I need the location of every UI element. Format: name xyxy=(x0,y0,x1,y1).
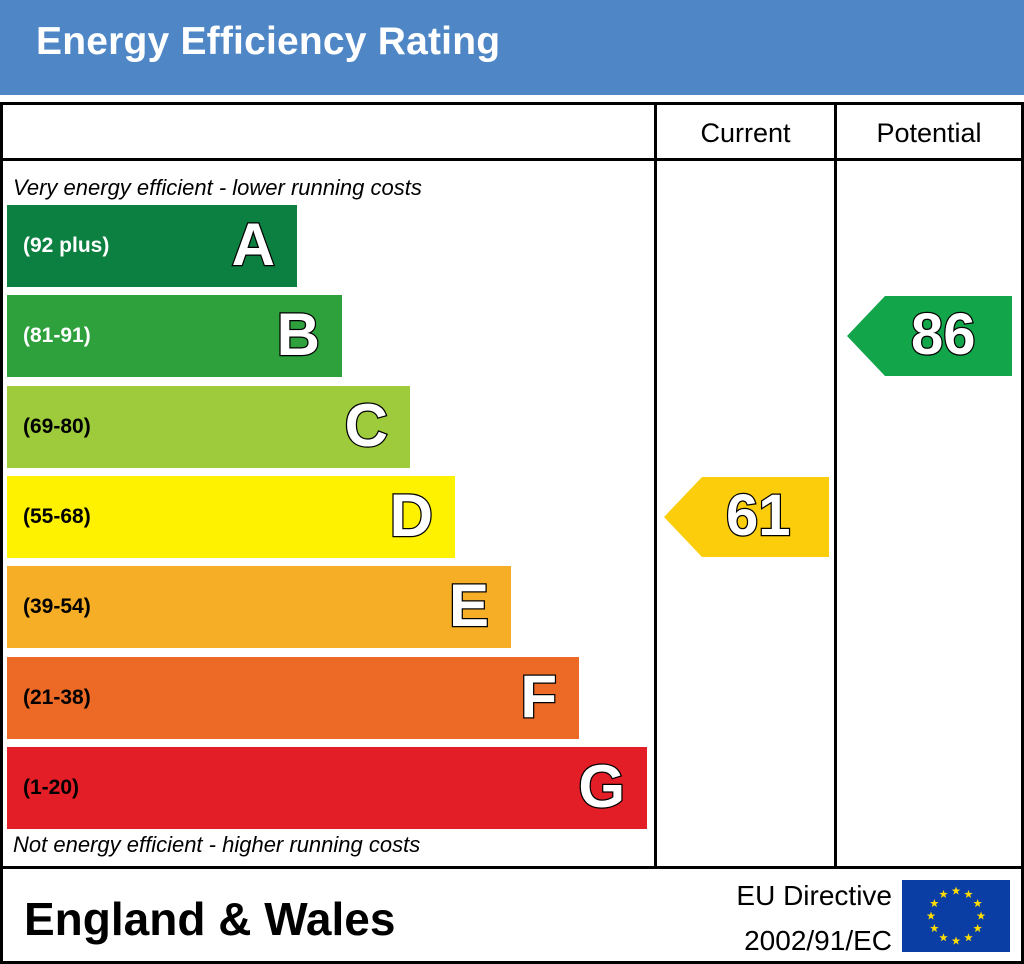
caption-efficient: Very energy efficient - lower running co… xyxy=(13,175,422,200)
flag-star xyxy=(939,889,948,898)
column-header-potential: Potential xyxy=(876,118,982,148)
flag-star xyxy=(930,899,939,908)
header-row-divider xyxy=(0,158,1024,161)
flag-star xyxy=(951,936,961,945)
flag-star xyxy=(964,889,973,898)
flag-star xyxy=(964,933,973,942)
band-letter: E xyxy=(448,571,491,639)
band-f: (21-38) F xyxy=(7,656,579,739)
arrow-potential: 86 xyxy=(847,296,1012,377)
band-range-label: (92 plus) xyxy=(23,234,110,257)
title-bar: Energy Efficiency Rating xyxy=(0,0,1024,95)
band-a: (92 plus) A xyxy=(7,205,297,287)
directive-line1: EU Directive xyxy=(736,880,892,911)
band-range-label: (81-91) xyxy=(23,324,91,348)
chart-frame xyxy=(0,102,1024,964)
arrow-shape xyxy=(664,476,829,557)
band-b: (81-91) B xyxy=(7,295,342,378)
divider-current-left xyxy=(654,102,657,869)
caption-inefficient: Not energy efficient - higher running co… xyxy=(13,832,421,857)
band-letter: B xyxy=(275,301,321,369)
arrow-shape xyxy=(847,296,1012,377)
band-letter: C xyxy=(343,391,389,459)
band-g: (1-20) G xyxy=(7,746,647,829)
band-range-label: (1-20) xyxy=(23,775,80,799)
flag-star xyxy=(939,933,948,942)
band-letter: F xyxy=(519,662,558,730)
flag-star xyxy=(976,911,986,920)
band-range-label: (55-68) xyxy=(23,504,91,528)
arrow-current: 61 xyxy=(664,476,829,557)
band-range-label: (39-54) xyxy=(23,595,91,619)
band-c: (69-80) C xyxy=(7,385,410,468)
arrow-value: 61 xyxy=(725,482,792,548)
chart-title: Energy Efficiency Rating xyxy=(36,20,501,63)
flag-star xyxy=(951,886,961,895)
eu-flag-icon xyxy=(902,880,1010,952)
band-letter: D xyxy=(388,481,434,549)
bottom-border xyxy=(0,961,1024,964)
directive-line2: 2002/91/EC xyxy=(744,925,892,956)
band-letter: A xyxy=(230,210,276,278)
flag-star xyxy=(973,924,982,933)
arrow-value: 86 xyxy=(910,302,977,368)
flag-star xyxy=(973,899,982,908)
band-range-label: (69-80) xyxy=(23,414,91,438)
region-label: England & Wales xyxy=(24,893,396,945)
band-d: (55-68) D xyxy=(7,475,455,558)
footer-divider xyxy=(0,866,1024,869)
column-header-current: Current xyxy=(700,118,791,148)
band-range-label: (21-38) xyxy=(23,685,91,709)
divider-potential-left xyxy=(834,102,837,869)
flag-star xyxy=(930,924,939,933)
band-letter: G xyxy=(577,752,626,820)
band-e: (39-54) E xyxy=(7,566,511,649)
flag-star xyxy=(926,911,936,920)
